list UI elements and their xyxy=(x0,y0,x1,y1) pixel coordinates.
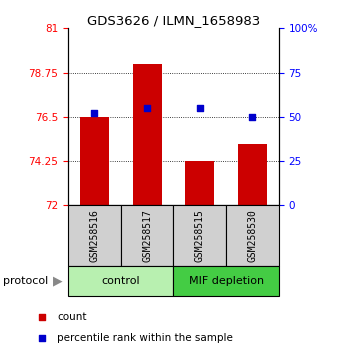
Text: control: control xyxy=(101,275,140,286)
Point xyxy=(144,105,150,111)
Text: GSM258516: GSM258516 xyxy=(89,209,99,262)
Point xyxy=(39,335,45,341)
Text: ▶: ▶ xyxy=(53,274,62,287)
Title: GDS3626 / ILMN_1658983: GDS3626 / ILMN_1658983 xyxy=(87,14,260,27)
Bar xyxy=(226,205,279,266)
Text: GSM258515: GSM258515 xyxy=(195,209,205,262)
Bar xyxy=(68,266,173,296)
Bar xyxy=(80,117,109,205)
Bar xyxy=(238,144,267,205)
Text: MIF depletion: MIF depletion xyxy=(189,275,264,286)
Bar xyxy=(121,205,173,266)
Bar xyxy=(173,266,279,296)
Bar xyxy=(185,161,214,205)
Point xyxy=(197,105,203,111)
Point xyxy=(250,114,255,120)
Text: percentile rank within the sample: percentile rank within the sample xyxy=(57,332,233,343)
Bar xyxy=(68,205,121,266)
Text: count: count xyxy=(57,312,87,322)
Bar xyxy=(133,64,161,205)
Point xyxy=(39,314,45,320)
Point xyxy=(91,110,97,116)
Text: GSM258517: GSM258517 xyxy=(142,209,152,262)
Text: GSM258530: GSM258530 xyxy=(248,209,257,262)
Text: protocol: protocol xyxy=(3,276,49,286)
Bar xyxy=(173,205,226,266)
